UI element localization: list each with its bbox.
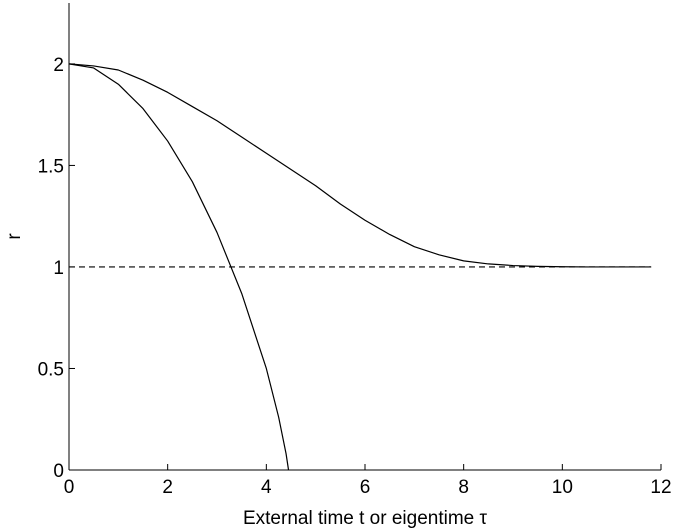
y-axis-title: r	[4, 233, 25, 240]
y-tick-label: 1.5	[38, 156, 64, 177]
relaxation-curve-line	[68, 63, 652, 268]
x-axis-title: External time t or eigentime τ	[243, 508, 488, 529]
series-layer	[68, 63, 652, 471]
y-tick-label: 2	[53, 55, 64, 76]
x-tick-label: 4	[261, 477, 272, 498]
x-tick-label: 2	[162, 477, 173, 498]
y-tick-label: 0	[53, 461, 64, 482]
axes-layer	[68, 3, 661, 471]
x-tick-label: 12	[650, 477, 671, 498]
collapse-curve-line	[68, 63, 290, 471]
x-tick-label: 0	[64, 477, 75, 498]
x-tick-label: 10	[552, 477, 573, 498]
y-tick-label: 1	[53, 258, 64, 279]
x-tick-label: 8	[458, 477, 469, 498]
x-tick-label: 6	[360, 477, 371, 498]
y-tick-label: 0.5	[38, 359, 64, 380]
ticks-layer: 0 2 4 6 8 10 12 0 0.5 1 1.5 2	[38, 55, 672, 498]
